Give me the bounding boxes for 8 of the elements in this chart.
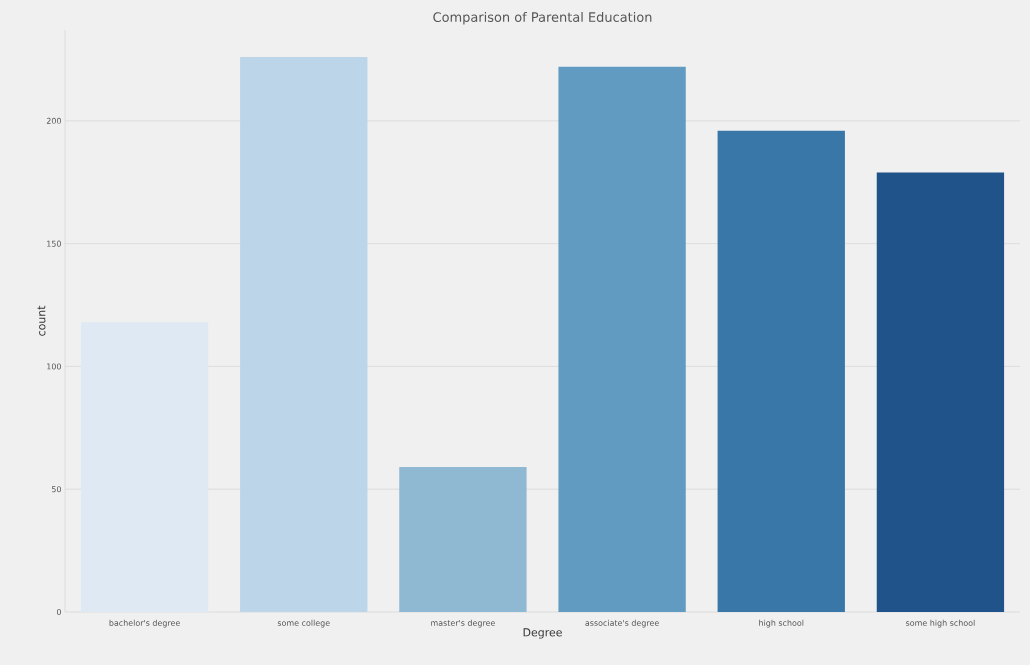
x-axis-title: Degree [523, 628, 562, 639]
chart-title: Comparison of Parental Education [433, 11, 652, 25]
bar [558, 66, 686, 612]
bar [717, 130, 845, 612]
y-axis-title: count [37, 305, 46, 336]
bar [399, 467, 527, 612]
bar [240, 57, 368, 612]
bar [876, 172, 1005, 612]
